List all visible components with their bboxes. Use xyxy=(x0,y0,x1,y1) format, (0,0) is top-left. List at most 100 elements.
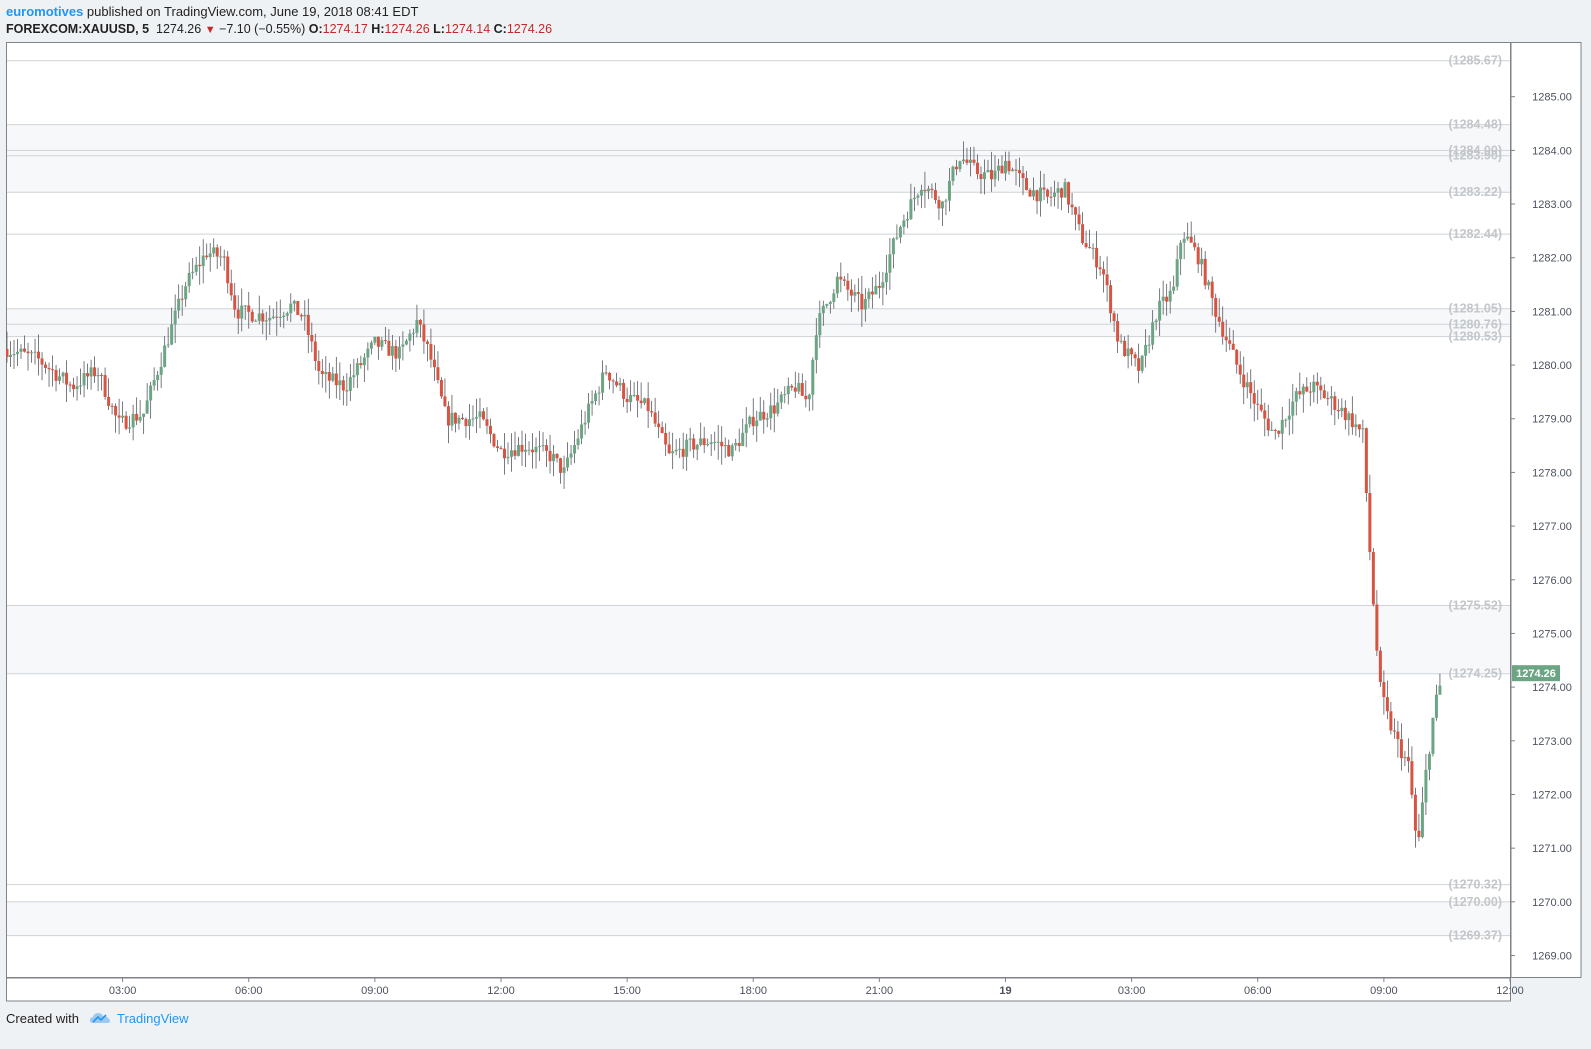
level-label: (1285.67) xyxy=(1448,54,1502,68)
candle-up xyxy=(16,351,20,355)
x-tick-label: 09:00 xyxy=(361,985,389,997)
change-value: −7.10 (−0.55%) xyxy=(219,22,306,36)
candle-down xyxy=(1165,296,1169,302)
candle-up xyxy=(828,301,832,304)
y-tick-label: 1278.00 xyxy=(1532,467,1572,479)
symbol-label[interactable]: FOREXCOM:XAUUSD, 5 xyxy=(6,22,150,36)
candles-layer xyxy=(5,141,1442,848)
price-axis[interactable] xyxy=(1510,42,1582,978)
y-tick-label: 1282.00 xyxy=(1532,253,1572,265)
level-label: (1284.00) xyxy=(1448,143,1502,157)
candle-down xyxy=(846,280,850,290)
plot-area[interactable] xyxy=(6,42,1511,978)
candle-up xyxy=(33,351,37,353)
x-axis-labels: 03:00 06:00 09:00 12:00 15:00 18:00 21:00 19 03:… xyxy=(109,978,1524,997)
candle-up xyxy=(1161,296,1165,301)
candle-down xyxy=(531,449,535,453)
candle-up xyxy=(506,456,510,459)
x-tick-label: 06:00 xyxy=(1244,985,1272,997)
candle-up xyxy=(1126,348,1130,357)
publisher-username[interactable]: euromotives xyxy=(6,4,84,19)
tradingview-link[interactable]: TradingView xyxy=(116,1010,189,1026)
candle-down xyxy=(1130,348,1134,355)
candle-down xyxy=(446,406,450,426)
candle-down xyxy=(954,166,958,170)
candle-down xyxy=(653,412,657,424)
candle-down xyxy=(1357,424,1361,430)
candle-down xyxy=(117,415,121,418)
candle-up xyxy=(1434,694,1438,718)
y-tick-label: 1285.00 xyxy=(1532,92,1572,104)
level-band xyxy=(7,308,1510,337)
candle-up xyxy=(194,264,198,272)
candle-down xyxy=(1042,187,1046,190)
candle-down xyxy=(1378,650,1382,683)
candle-up xyxy=(538,446,542,448)
candle-down xyxy=(1060,188,1064,198)
candle-up xyxy=(601,372,605,393)
candle-down xyxy=(1389,711,1393,731)
candle-up xyxy=(1032,190,1036,197)
candle-up xyxy=(1287,415,1291,420)
y-axis-labels: 1269.00 1270.00 1271.00 1272.00 1273.00 1274.… xyxy=(1511,92,1572,963)
level-label: (1280.76) xyxy=(1448,317,1502,331)
candle-down xyxy=(306,314,310,335)
candle-down xyxy=(1098,267,1102,270)
candle-up xyxy=(562,467,566,473)
candle-down xyxy=(1319,385,1323,391)
candle-up xyxy=(744,424,748,433)
candle-up xyxy=(1011,169,1015,172)
candle-down xyxy=(1217,316,1221,322)
level-band xyxy=(7,605,1510,674)
candle-up xyxy=(201,255,205,267)
candle-up xyxy=(82,373,86,386)
candle-down xyxy=(488,425,492,435)
open-value: 1274.17 xyxy=(322,22,368,36)
candle-down xyxy=(5,348,9,358)
close-label: C: xyxy=(493,22,507,36)
candle-up xyxy=(285,313,289,316)
candle-up xyxy=(1151,322,1155,345)
candle-up xyxy=(1179,242,1183,260)
candle-up xyxy=(1301,386,1305,395)
candle-up xyxy=(909,199,913,220)
candle-up xyxy=(814,335,818,360)
candle-up xyxy=(895,237,899,239)
candle-down xyxy=(839,276,843,280)
candle-up xyxy=(373,336,377,343)
level-label: (1274.25) xyxy=(1448,667,1502,681)
chart-container[interactable]: (1285.67) (1284.48) (1284.00) (1283.90) (128… xyxy=(5,42,1582,1008)
candle-up xyxy=(671,451,675,454)
candle-down xyxy=(1133,354,1137,359)
candle-down xyxy=(376,336,380,347)
candle-up xyxy=(629,394,633,403)
price-chart[interactable]: (1285.67) (1284.48) (1284.00)(1283.90) (128… xyxy=(5,42,1582,1008)
candle-down xyxy=(877,285,881,288)
close-value: 1274.26 xyxy=(506,22,553,36)
candle-up xyxy=(891,238,895,255)
candle-down xyxy=(1112,313,1116,322)
candle-down xyxy=(1221,321,1225,337)
candle-up xyxy=(1063,182,1067,198)
candle-down xyxy=(51,369,55,371)
candle-up xyxy=(397,346,401,359)
candle-up xyxy=(597,392,601,394)
candle-up xyxy=(156,374,160,381)
candle-up xyxy=(769,405,773,419)
candle-up xyxy=(590,401,594,404)
candle-down xyxy=(23,348,27,352)
candle-down xyxy=(615,381,619,386)
candle-up xyxy=(730,445,734,457)
candle-down xyxy=(215,247,219,257)
candle-up xyxy=(1329,396,1333,399)
candle-down xyxy=(667,444,671,454)
candle-up xyxy=(1294,391,1298,402)
candle-down xyxy=(1238,364,1242,375)
candle-down xyxy=(849,289,853,296)
candle-up xyxy=(534,446,538,453)
candle-down xyxy=(341,380,345,391)
candle-down xyxy=(47,367,51,370)
created-with-text: Created with xyxy=(6,1010,79,1026)
time-axis[interactable] xyxy=(6,977,1511,1002)
candle-up xyxy=(643,398,647,404)
